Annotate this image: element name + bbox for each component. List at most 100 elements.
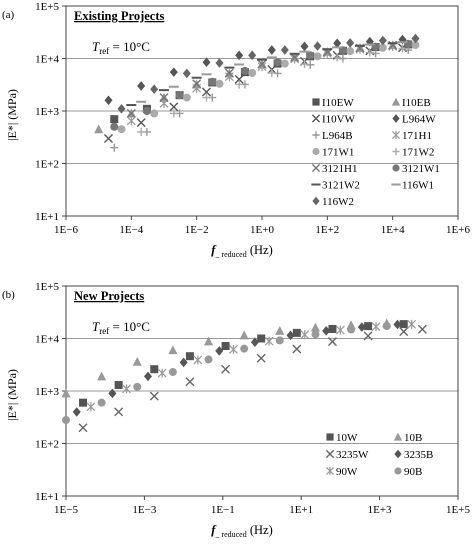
data-point [202,57,211,68]
data-point [411,33,420,44]
data-point [264,336,274,346]
y-axis-label: |E*| (MPa) [5,89,19,141]
data-point [94,124,104,134]
series-171w2 [137,44,407,136]
y-axis-label: |E*| (MPa) [5,369,19,421]
legend-label-10w: 10W [336,432,358,444]
tref-annotation: Tref = 10°C [92,319,150,336]
data-point [179,357,188,368]
data-point [79,398,88,407]
data-point [235,50,244,61]
data-point [286,330,295,341]
y-tick-label: 1E+5 [35,281,59,293]
panel-label: (b) [2,289,15,301]
data-point [371,49,380,58]
chart-panel-b: 1E+1 1E+2 1E+3 1E+4 1E+5 1E−5 1E−3 1E−1 1E+1 1E+3… [2,281,470,539]
data-point [192,79,202,89]
legend: 10W 10B 3235W 3235B 90W 90B [325,432,433,478]
legend-label-171h1: 171H1 [402,130,432,142]
data-point [311,330,320,339]
legend-marker-90b [394,467,402,475]
legend-label-i10eb: I10EB [402,97,431,109]
legend-label-l964b: L964B [322,130,353,142]
data-point [208,77,217,86]
data-point [280,45,289,55]
data-point [248,68,257,77]
x-tick-label: 1E+6 [446,224,470,236]
data-point [114,407,124,417]
data-point [300,41,309,52]
legend-marker-171w1 [312,147,320,156]
data-point [142,107,151,115]
data-point [137,127,146,136]
x-axis-subscript: _ reduced [214,250,246,259]
legend-label-116w1: 116W1 [402,180,434,192]
data-point [382,322,391,331]
legend-label-l964w: L964W [402,114,436,126]
data-point [132,356,142,366]
data-point [221,364,231,374]
data-point [280,59,289,68]
data-point [110,143,119,152]
legend-marker-171h1 [391,130,401,140]
data-point [133,382,142,391]
legend-label-90b: 90B [404,466,422,478]
data-point [363,331,373,341]
data-point [333,38,342,49]
data-point [273,58,282,67]
data-point [313,41,322,51]
data-point [215,79,224,88]
data-point [275,336,284,345]
data-point [229,344,238,354]
data-point [235,80,244,89]
data-point [185,377,195,387]
data-point [224,68,234,78]
data-point [292,328,301,337]
x-tick-label: 1E−3 [132,504,156,516]
data-point [203,336,214,346]
legend-label-10b: 10B [404,432,422,444]
data-point [290,54,300,64]
x-tick-label: 1E−6 [54,224,78,236]
data-point [169,109,178,118]
data-point [86,402,96,412]
data-point [234,74,244,84]
data-point [108,388,117,399]
data-point [157,368,167,378]
data-point [338,54,347,63]
data-point [346,38,355,48]
legend-label-90w: 90W [336,466,358,478]
data-point [97,371,107,381]
y-tick-label: 1E+1 [35,211,59,223]
data-point [169,102,179,112]
legend-label-116w2: 116W2 [322,196,354,208]
legend-label-i10vw: I10VW [322,114,356,126]
series-10w [79,320,408,407]
data-point [322,326,331,336]
x-tick-label: 1E−4 [119,224,143,236]
data-point [275,326,285,335]
data-point [267,68,276,77]
series-116w2 [117,33,420,114]
x-axis-label: f_ reduced (Hz) [211,523,273,539]
data-point [240,66,249,75]
chart-title: Existing Projects [74,9,165,23]
x-tick-label: 1E−1 [211,504,235,516]
data-point [407,319,417,329]
data-point [117,104,126,114]
data-point [399,327,409,337]
y-tick-label: 1E+2 [35,159,59,171]
series-171h1 [126,41,398,126]
x-tick-label: 1E+4 [381,224,405,236]
data-point [137,81,146,91]
series-90b [62,322,391,425]
tref-annotation: Tref = 10°C [92,39,150,56]
legend-label-i10ew: I10EW [322,97,354,109]
tref-subscript: ref [99,326,109,336]
data-point [328,324,337,333]
data-point [300,60,309,69]
series-3121w2 [126,42,398,107]
data-point [193,355,203,365]
data-point [333,53,342,62]
